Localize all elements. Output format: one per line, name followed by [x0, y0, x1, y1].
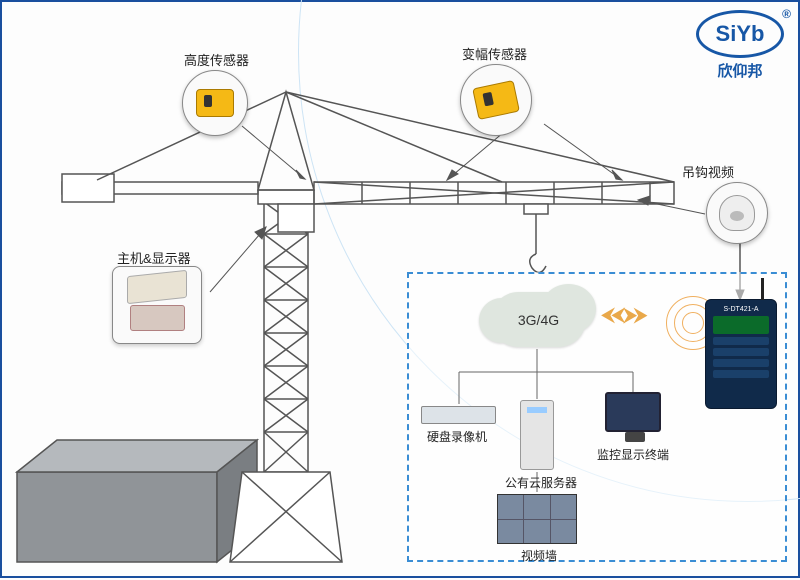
dvr-label: 硬盘录像机	[427, 428, 487, 445]
logo-text: SiYb	[716, 21, 765, 47]
monitor-icon	[605, 392, 661, 432]
videowall-icon	[497, 494, 577, 544]
host-display-box	[112, 266, 202, 344]
host-display-label: 主机&显示器	[117, 248, 191, 267]
antenna-icon	[761, 278, 764, 300]
brand-logo: SiYb ® 欣仰邦	[696, 10, 784, 81]
camera-icon	[719, 195, 755, 231]
display-unit-icon	[130, 305, 185, 331]
dtu-device: S-DT421-A	[705, 299, 777, 409]
height-sensor-icon	[196, 89, 234, 118]
amplitude-sensor-icon	[472, 80, 520, 120]
registered-icon: ®	[782, 7, 791, 21]
controller-icon	[127, 270, 187, 304]
server-label: 公有云服务器	[505, 474, 577, 491]
bidir-arrow-icon: ⮜⮜ ⮞⮞	[601, 304, 644, 327]
monitor-label: 监控显示终端	[597, 446, 669, 463]
logo-oval: SiYb ®	[696, 10, 784, 58]
height-sensor-label: 高度传感器	[184, 50, 249, 69]
amplitude-sensor-badge	[460, 64, 532, 136]
cloud-label: 3G/4G	[518, 312, 559, 328]
server-icon	[520, 400, 554, 470]
cloud-icon: 3G/4G	[491, 292, 586, 347]
logo-subtext: 欣仰邦	[696, 60, 784, 81]
hook-camera-badge	[706, 182, 768, 244]
dtu-screen-icon	[713, 316, 769, 334]
amplitude-sensor-label: 变幅传感器	[462, 44, 527, 63]
network-architecture-box: 3G/4G ⮜⮜ ⮞⮞ S-DT421-A 硬盘录像机 公有云服务器 监控显示终…	[407, 272, 787, 562]
dtu-model: S-DT421-A	[723, 306, 758, 313]
dvr-icon	[421, 406, 496, 424]
videowall-label: 视频墙	[521, 547, 557, 564]
height-sensor-badge	[182, 70, 248, 136]
hook-camera-label: 吊钩视频	[682, 162, 734, 181]
